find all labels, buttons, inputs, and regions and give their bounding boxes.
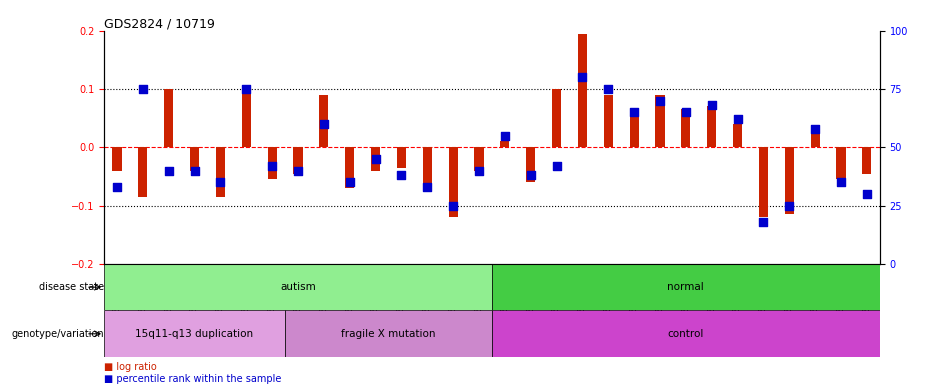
FancyBboxPatch shape [492, 311, 880, 357]
Point [626, 109, 641, 115]
FancyBboxPatch shape [285, 311, 492, 357]
Bar [320, 95, 328, 147]
Point [420, 184, 435, 190]
FancyBboxPatch shape [492, 264, 880, 311]
Bar [656, 95, 664, 147]
Text: disease state: disease state [39, 282, 104, 292]
Text: 15q11-q13 duplication: 15q11-q13 duplication [135, 329, 254, 339]
Bar [293, 147, 303, 174]
Bar [242, 89, 251, 147]
Point [213, 179, 228, 185]
Point [859, 191, 874, 197]
Bar [448, 147, 458, 217]
Bar [268, 147, 276, 179]
Point [446, 202, 461, 209]
Bar [526, 147, 535, 182]
Bar [733, 124, 742, 147]
Bar [630, 112, 639, 147]
Text: GDS2824 / 10719: GDS2824 / 10719 [104, 18, 215, 31]
Point [238, 86, 254, 92]
Bar [423, 147, 431, 188]
Bar [190, 147, 199, 170]
Bar [836, 147, 846, 179]
Bar [165, 89, 173, 147]
Bar [216, 147, 225, 197]
Text: fragile X mutation: fragile X mutation [342, 329, 436, 339]
Text: control: control [668, 329, 704, 339]
Bar [345, 147, 354, 188]
Point [316, 121, 331, 127]
Bar [397, 147, 406, 168]
Bar [578, 34, 587, 147]
Point [394, 172, 409, 178]
Point [523, 172, 538, 178]
Point [601, 86, 616, 92]
Point [575, 74, 590, 80]
Text: ■ log ratio: ■ log ratio [104, 362, 157, 372]
FancyBboxPatch shape [104, 311, 285, 357]
Bar [708, 106, 716, 147]
Point [265, 163, 280, 169]
Point [704, 102, 719, 108]
Point [678, 109, 693, 115]
Point [781, 202, 797, 209]
Point [498, 132, 513, 139]
Point [730, 116, 745, 122]
Point [653, 98, 668, 104]
Bar [863, 147, 871, 174]
Point [808, 126, 823, 132]
Bar [681, 109, 691, 147]
Bar [475, 147, 483, 170]
Point [290, 167, 306, 174]
Text: ■ percentile rank within the sample: ■ percentile rank within the sample [104, 374, 281, 384]
Point [110, 184, 125, 190]
Point [756, 219, 771, 225]
Point [368, 156, 383, 162]
Bar [500, 141, 509, 147]
Bar [113, 147, 121, 170]
Bar [785, 147, 794, 214]
Text: normal: normal [668, 282, 704, 292]
Bar [759, 147, 768, 217]
Bar [604, 95, 613, 147]
Bar [371, 147, 380, 170]
Point [187, 167, 202, 174]
Bar [552, 89, 561, 147]
Point [161, 167, 176, 174]
Point [549, 163, 564, 169]
Bar [138, 147, 148, 197]
Bar [811, 127, 819, 147]
Text: autism: autism [280, 282, 316, 292]
Point [833, 179, 849, 185]
Point [135, 86, 150, 92]
FancyBboxPatch shape [104, 264, 492, 311]
Point [471, 167, 486, 174]
Text: genotype/variation: genotype/variation [11, 329, 104, 339]
Point [342, 179, 358, 185]
